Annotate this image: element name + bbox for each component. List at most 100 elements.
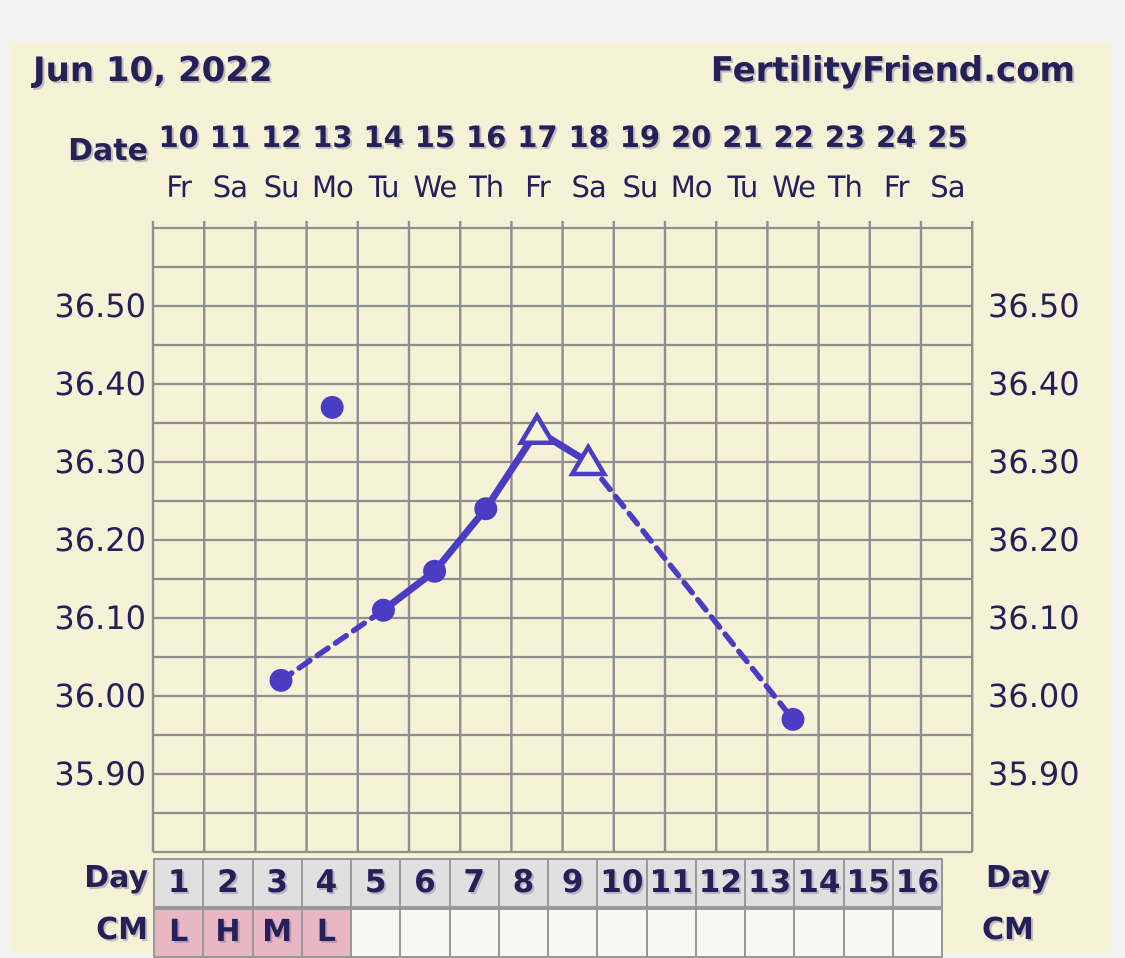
y-tick-label-left-36.00: 36.00 <box>54 677 146 715</box>
cm-value-cell-13[interactable] <box>744 908 796 958</box>
weekday-cell-11: Mo <box>670 170 713 204</box>
weekday-row: Fr Sa Su Mo Tu We Th Fr Sa Su Mo Tu We Th Fr Sa <box>153 166 973 208</box>
date-number-cell-2: 11 <box>209 120 251 154</box>
date-number-cell-1: 10 <box>158 120 199 154</box>
bbt-temperature-chart <box>151 221 974 854</box>
weekday-cell-7: Th <box>469 170 504 204</box>
weekday-cell-13: We <box>772 170 816 204</box>
weekday-cell-4: Mo <box>311 170 354 204</box>
cm-value-cell-12[interactable] <box>694 908 746 958</box>
cm-axis-label-right: CM <box>982 912 1034 947</box>
day-number-cell-8[interactable]: 8 <box>497 858 549 908</box>
cm-value-cell-6[interactable] <box>399 908 451 958</box>
weekday-cell-16: Sa <box>930 170 965 204</box>
weekday-cell-9: Sa <box>571 170 607 204</box>
data-point-circle-day-3[interactable] <box>269 668 293 692</box>
cm-axis-label-left: CM <box>96 912 148 947</box>
cm-value-cell-5[interactable] <box>350 908 402 958</box>
day-number-cell-12[interactable]: 12 <box>694 858 746 908</box>
weekday-cell-2: Sa <box>212 170 248 204</box>
weekday-cell-10: Su <box>622 170 658 204</box>
chart-date-title: Jun 10, 2022 <box>33 50 273 90</box>
day-number-cell-13[interactable]: 13 <box>744 858 796 908</box>
date-number-cell-14: 23 <box>824 120 866 154</box>
cm-value-cell-8[interactable] <box>497 908 549 958</box>
y-tick-label-left-35.90: 35.90 <box>54 755 146 793</box>
date-number-cell-12: 21 <box>722 120 763 154</box>
day-number-cell-1[interactable]: 1 <box>153 858 205 908</box>
cm-value-cell-11[interactable] <box>645 908 697 958</box>
date-number-cell-3: 12 <box>260 120 302 154</box>
date-number-cell-5: 14 <box>363 120 404 154</box>
cm-value-cell-4[interactable]: L <box>300 908 352 958</box>
day-number-cell-16[interactable]: 16 <box>891 858 943 908</box>
date-number-cell-9: 18 <box>568 120 609 154</box>
day-number-cell-15[interactable]: 15 <box>842 858 894 908</box>
day-number-cell-10[interactable]: 10 <box>596 858 648 908</box>
data-point-circle-day-4[interactable] <box>320 395 344 419</box>
weekday-cell-8: Fr <box>525 170 551 204</box>
cm-value-cell-15[interactable] <box>842 908 894 958</box>
y-tick-label-left-36.30: 36.30 <box>54 443 146 481</box>
y-tick-label-right-36.20: 36.20 <box>988 521 1080 559</box>
cm-value-cell-16[interactable] <box>891 908 943 958</box>
data-point-triangle-day-9[interactable] <box>568 442 609 477</box>
date-number-cell-7: 16 <box>465 120 507 154</box>
cm-value-cell-14[interactable] <box>793 908 845 958</box>
y-tick-label-left-36.50: 36.50 <box>54 287 146 325</box>
chart-panel <box>10 42 1111 953</box>
weekday-cell-3: Su <box>263 170 300 204</box>
temp-line-segment-solid <box>379 427 592 614</box>
weekday-cell-6: We <box>413 170 457 204</box>
weekday-cell-1: Fr <box>166 170 192 204</box>
cm-value-cell-7[interactable] <box>448 908 500 958</box>
y-tick-label-left-36.20: 36.20 <box>54 521 146 559</box>
cm-value-cell-9[interactable] <box>547 908 599 958</box>
date-number-cell-8: 17 <box>517 120 558 154</box>
day-number-cell-2[interactable]: 2 <box>202 858 254 908</box>
day-number-cell-14[interactable]: 14 <box>793 858 845 908</box>
date-number-cell-10: 19 <box>619 120 661 154</box>
date-number-cell-15: 24 <box>875 120 917 154</box>
cm-value-cell-2[interactable]: H <box>202 908 254 958</box>
data-point-circle-day-7[interactable] <box>474 497 498 521</box>
day-number-cell-5[interactable]: 5 <box>350 858 402 908</box>
y-tick-label-left-36.40: 36.40 <box>54 365 146 403</box>
data-point-circle-day-5[interactable] <box>371 598 395 622</box>
y-tick-label-right-36.50: 36.50 <box>988 287 1080 325</box>
date-number-cell-6: 15 <box>414 120 456 154</box>
y-tick-label-right-36.40: 36.40 <box>988 365 1080 403</box>
data-point-circle-day-6[interactable] <box>423 559 447 583</box>
day-number-cell-7[interactable]: 7 <box>448 858 500 908</box>
y-tick-label-right-36.00: 36.00 <box>988 677 1080 715</box>
day-axis-label-left: Day <box>84 860 148 895</box>
date-number-cell-4: 13 <box>312 120 353 154</box>
date-number-cell-16: 25 <box>927 120 968 154</box>
day-number-cell-6[interactable]: 6 <box>399 858 451 908</box>
day-number-row: 1 2 3 4 5 6 7 8 9 10 11 12 13 14 15 16 <box>153 858 975 908</box>
cm-value-cell-1[interactable]: L <box>153 908 205 958</box>
cm-value-cell-10[interactable] <box>596 908 648 958</box>
cm-value-cell-3[interactable]: M <box>251 908 303 958</box>
y-tick-label-right-36.30: 36.30 <box>988 443 1080 481</box>
site-logo-link[interactable]: FertilityFriend.com <box>710 50 1075 90</box>
data-point-triangle-day-8[interactable] <box>517 411 557 446</box>
date-number-row: 10 11 12 13 14 15 16 17 18 19 20 21 22 23 24 25 <box>153 116 973 158</box>
day-number-cell-3[interactable]: 3 <box>251 858 303 908</box>
weekday-cell-5: Tu <box>368 170 400 204</box>
day-number-cell-11[interactable]: 11 <box>645 858 697 908</box>
date-number-cell-13: 22 <box>773 120 814 154</box>
weekday-cell-15: Fr <box>883 170 910 204</box>
data-point-circle-day-13[interactable] <box>781 707 805 731</box>
date-number-cell-11: 20 <box>670 120 712 154</box>
y-tick-label-right-36.10: 36.10 <box>988 599 1080 637</box>
day-number-cell-9[interactable]: 9 <box>547 858 599 908</box>
temp-line-segment-dashed <box>585 459 796 723</box>
day-number-cell-4[interactable]: 4 <box>300 858 352 908</box>
day-axis-label-right: Day <box>986 860 1050 895</box>
y-tick-label-right-35.90: 35.90 <box>988 755 1080 793</box>
weekday-cell-14: Th <box>827 170 863 204</box>
y-tick-label-left-36.10: 36.10 <box>54 599 146 637</box>
